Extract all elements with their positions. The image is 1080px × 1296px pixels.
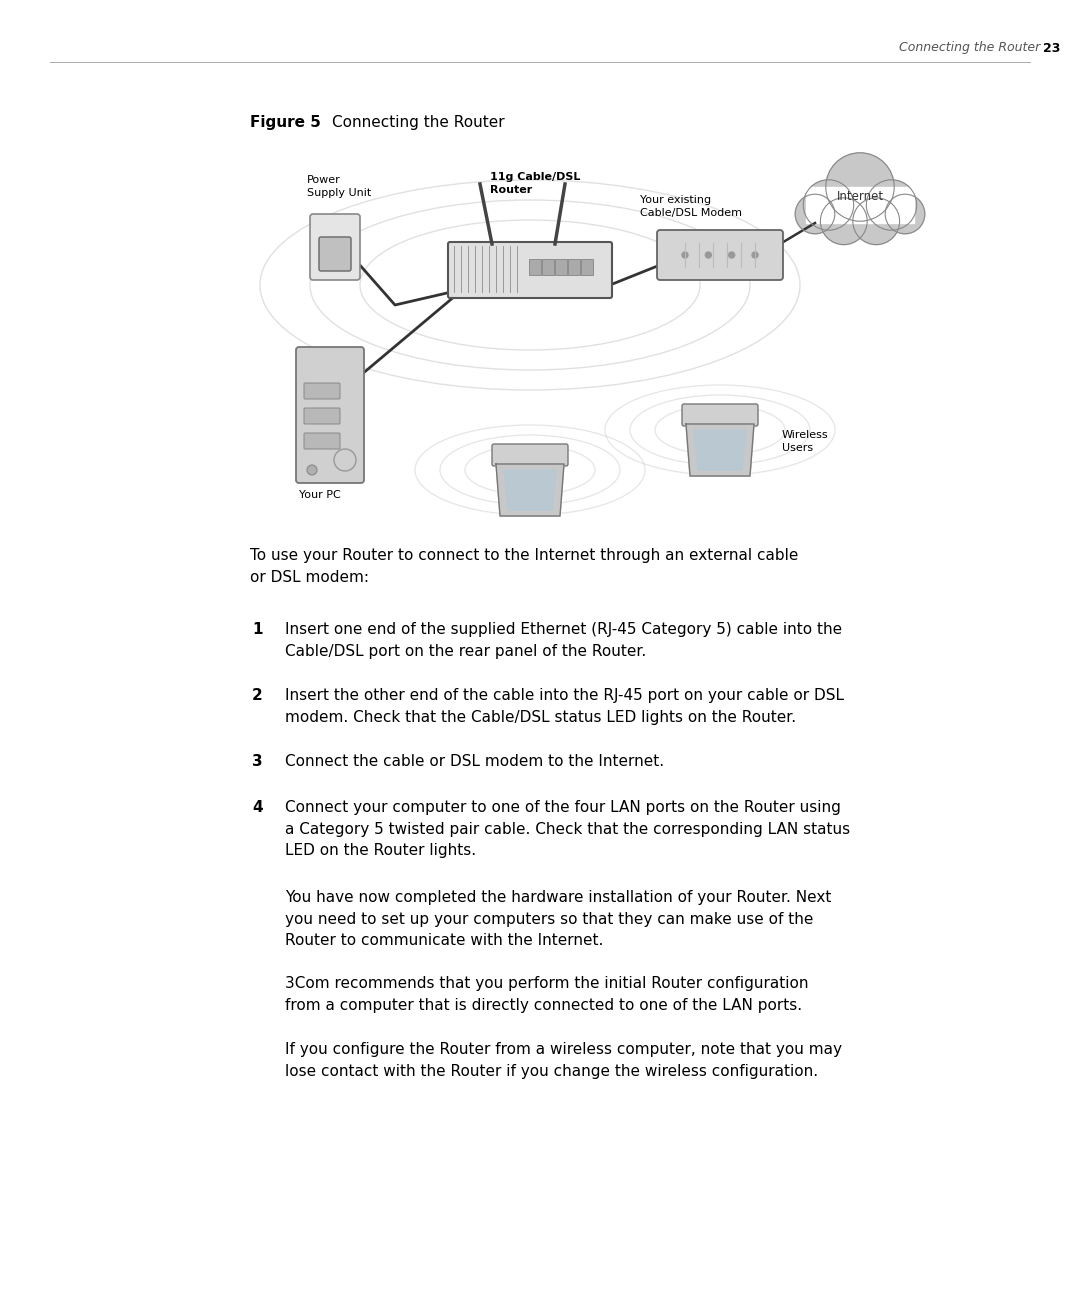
Text: Power
Supply Unit: Power Supply Unit xyxy=(307,175,372,198)
Text: Insert one end of the supplied Ethernet (RJ-45 Category 5) cable into the
Cable/: Insert one end of the supplied Ethernet … xyxy=(285,622,842,658)
FancyBboxPatch shape xyxy=(303,408,340,424)
Text: Insert the other end of the cable into the RJ-45 port on your cable or DSL
modem: Insert the other end of the cable into t… xyxy=(285,688,843,724)
Text: 23: 23 xyxy=(1042,41,1059,54)
Text: 3Com recommends that you perform the initial Router configuration
from a compute: 3Com recommends that you perform the ini… xyxy=(285,976,809,1012)
Polygon shape xyxy=(686,424,754,476)
Circle shape xyxy=(681,251,688,258)
Text: Connecting the Router: Connecting the Router xyxy=(899,41,1040,54)
Circle shape xyxy=(866,180,917,231)
Circle shape xyxy=(752,251,758,258)
FancyBboxPatch shape xyxy=(581,259,593,275)
FancyBboxPatch shape xyxy=(303,433,340,448)
Circle shape xyxy=(886,194,924,233)
Circle shape xyxy=(729,251,734,258)
Text: You have now completed the hardware installation of your Router. Next
you need t: You have now completed the hardware inst… xyxy=(285,890,832,949)
FancyBboxPatch shape xyxy=(296,347,364,483)
FancyBboxPatch shape xyxy=(657,229,783,280)
Text: Your existing
Cable/DSL Modem: Your existing Cable/DSL Modem xyxy=(640,194,742,218)
Circle shape xyxy=(795,194,835,233)
Circle shape xyxy=(804,180,853,231)
Text: 1: 1 xyxy=(252,622,262,638)
FancyBboxPatch shape xyxy=(681,404,758,426)
Text: Figure 5: Figure 5 xyxy=(249,115,332,130)
Polygon shape xyxy=(694,430,746,470)
Text: 2: 2 xyxy=(252,688,262,702)
Text: Connect your computer to one of the four LAN ports on the Router using
a Categor: Connect your computer to one of the four… xyxy=(285,800,850,858)
FancyBboxPatch shape xyxy=(529,259,541,275)
Polygon shape xyxy=(496,464,564,516)
Circle shape xyxy=(705,251,712,258)
FancyBboxPatch shape xyxy=(555,259,567,275)
Text: 3: 3 xyxy=(252,754,262,769)
FancyBboxPatch shape xyxy=(568,259,580,275)
Circle shape xyxy=(821,198,867,245)
Text: Wireless
Users: Wireless Users xyxy=(782,430,828,454)
Text: Connecting the Router: Connecting the Router xyxy=(332,115,504,130)
Text: Your PC: Your PC xyxy=(299,490,341,500)
FancyBboxPatch shape xyxy=(319,237,351,271)
Circle shape xyxy=(826,153,894,222)
FancyBboxPatch shape xyxy=(303,384,340,399)
FancyBboxPatch shape xyxy=(542,259,554,275)
Text: 4: 4 xyxy=(252,800,262,815)
Circle shape xyxy=(307,465,318,476)
Polygon shape xyxy=(504,470,556,511)
Text: If you configure the Router from a wireless computer, note that you may
lose con: If you configure the Router from a wirel… xyxy=(285,1042,842,1078)
FancyBboxPatch shape xyxy=(448,242,612,298)
FancyBboxPatch shape xyxy=(492,445,568,467)
FancyBboxPatch shape xyxy=(310,214,360,280)
Text: Connect the cable or DSL modem to the Internet.: Connect the cable or DSL modem to the In… xyxy=(285,754,664,769)
Text: To use your Router to connect to the Internet through an external cable
or DSL m: To use your Router to connect to the Int… xyxy=(249,548,798,584)
Text: 11g Cable/DSL
Router: 11g Cable/DSL Router xyxy=(490,172,580,196)
Text: Internet: Internet xyxy=(836,191,883,203)
Circle shape xyxy=(853,198,900,245)
Bar xyxy=(806,187,914,223)
